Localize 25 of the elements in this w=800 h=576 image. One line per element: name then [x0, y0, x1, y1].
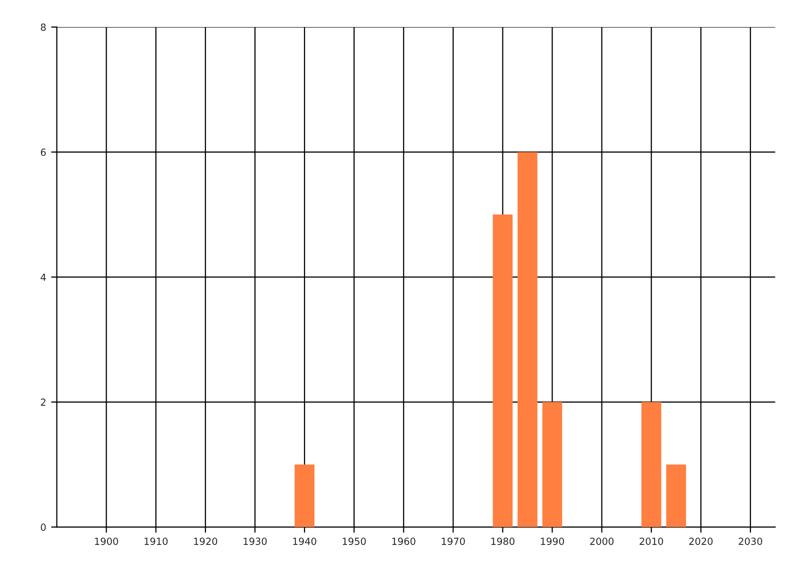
- x-tick-label: 1910: [144, 538, 168, 545]
- x-tick-label: 1970: [442, 538, 465, 545]
- y-tick-label: 4: [40, 274, 46, 281]
- x-tick-label: 1980: [491, 538, 514, 545]
- bar: [518, 152, 538, 528]
- x-tick-label: 2020: [689, 538, 713, 545]
- x-tick-label: 2010: [640, 538, 664, 545]
- x-tick-label: 1940: [293, 538, 316, 545]
- x-tick-label: 1920: [194, 538, 218, 545]
- y-tick-label: 6: [40, 148, 46, 156]
- x-tick-label: 1960: [392, 538, 416, 545]
- x-tick-label: 1990: [540, 538, 564, 545]
- bar: [542, 402, 562, 528]
- y-tick-label: 0: [40, 524, 46, 531]
- y-tick-label: 2: [40, 398, 46, 406]
- x-tick-label: 2000: [590, 538, 614, 545]
- bar: [294, 464, 314, 528]
- y-tick-label: 8: [40, 24, 46, 31]
- x-tick-label: 1900: [95, 538, 118, 545]
- x-tick-label: 1950: [342, 538, 366, 545]
- x-tick-label: 2030: [738, 538, 762, 545]
- x-tick-label: 1930: [244, 538, 267, 545]
- bar: [492, 214, 513, 528]
- bar: [641, 402, 662, 528]
- bar: [666, 464, 686, 528]
